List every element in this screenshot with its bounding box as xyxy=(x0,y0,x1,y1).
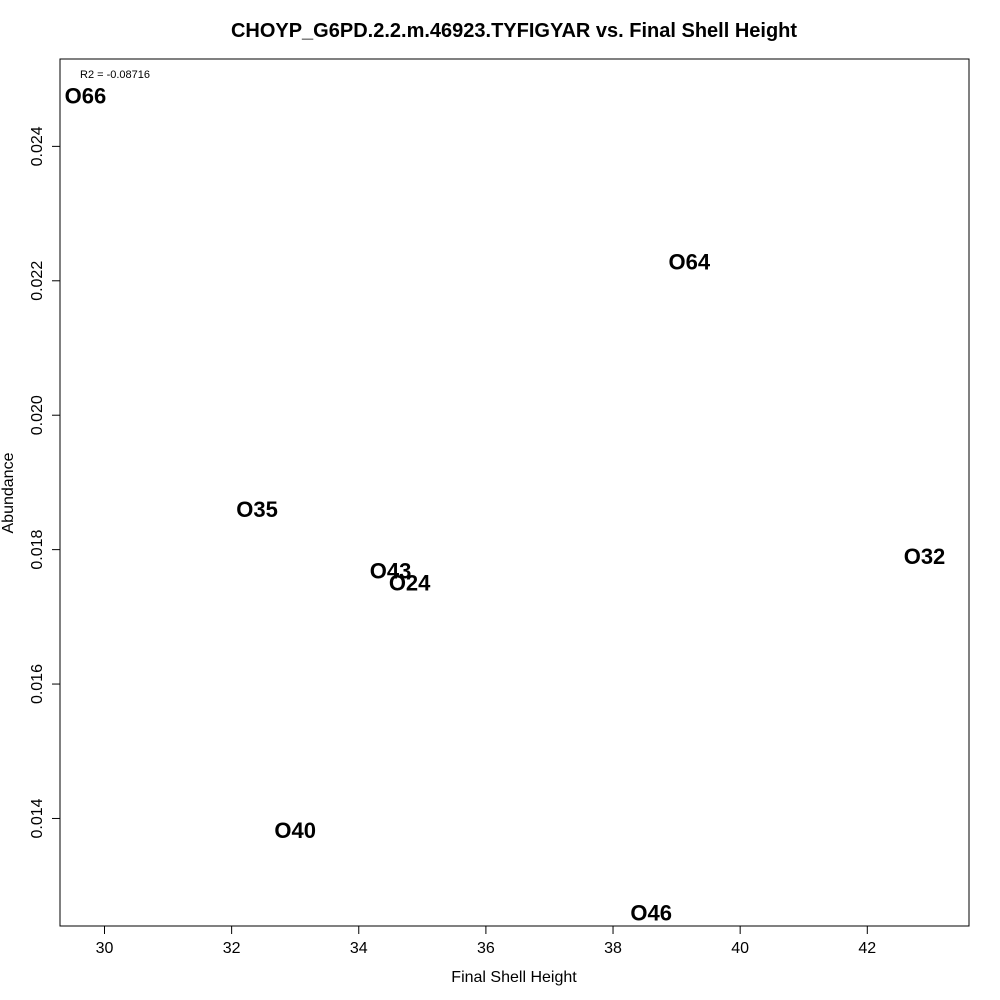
point-label-o40: O40 xyxy=(274,818,316,843)
plot-area-frame xyxy=(59,58,970,927)
y-axis-label: Abundance xyxy=(0,452,17,533)
point-label-o24: O24 xyxy=(389,571,431,596)
x-axis-label: Final Shell Height xyxy=(451,969,577,986)
y-tick-label: 0.014 xyxy=(29,798,46,838)
x-tick-label: 42 xyxy=(858,940,876,957)
y-axis: 0.014 0.016 0.018 0.020 0.022 0.024 xyxy=(29,126,61,838)
r2-annotation: R2 = -0.08716 xyxy=(80,69,150,81)
point-label-o46: O46 xyxy=(630,901,672,926)
x-tick-label: 36 xyxy=(477,940,495,957)
point-label-o43: O43 xyxy=(370,559,412,584)
chart-title: CHOYP_G6PD.2.2.m.46923.TYFIGYAR vs. Fina… xyxy=(231,20,797,42)
y-tick-label: 0.018 xyxy=(29,530,46,570)
y-tick-label: 0.022 xyxy=(29,261,46,301)
point-label-o64: O64 xyxy=(669,249,711,274)
y-tick-label: 0.016 xyxy=(29,664,46,704)
x-axis: 30 32 34 36 38 40 42 xyxy=(96,925,876,957)
y-tick-label: 0.020 xyxy=(29,395,46,435)
y-tick-label: 0.024 xyxy=(29,126,46,166)
x-tick-label: 40 xyxy=(731,940,749,957)
point-label-o32: O32 xyxy=(904,544,946,569)
x-tick-label: 34 xyxy=(350,940,368,957)
point-label-o35: O35 xyxy=(236,497,278,522)
point-label-o66: O66 xyxy=(65,83,107,108)
x-tick-label: 30 xyxy=(96,940,114,957)
x-tick-label: 32 xyxy=(223,940,241,957)
x-tick-label: 38 xyxy=(604,940,622,957)
